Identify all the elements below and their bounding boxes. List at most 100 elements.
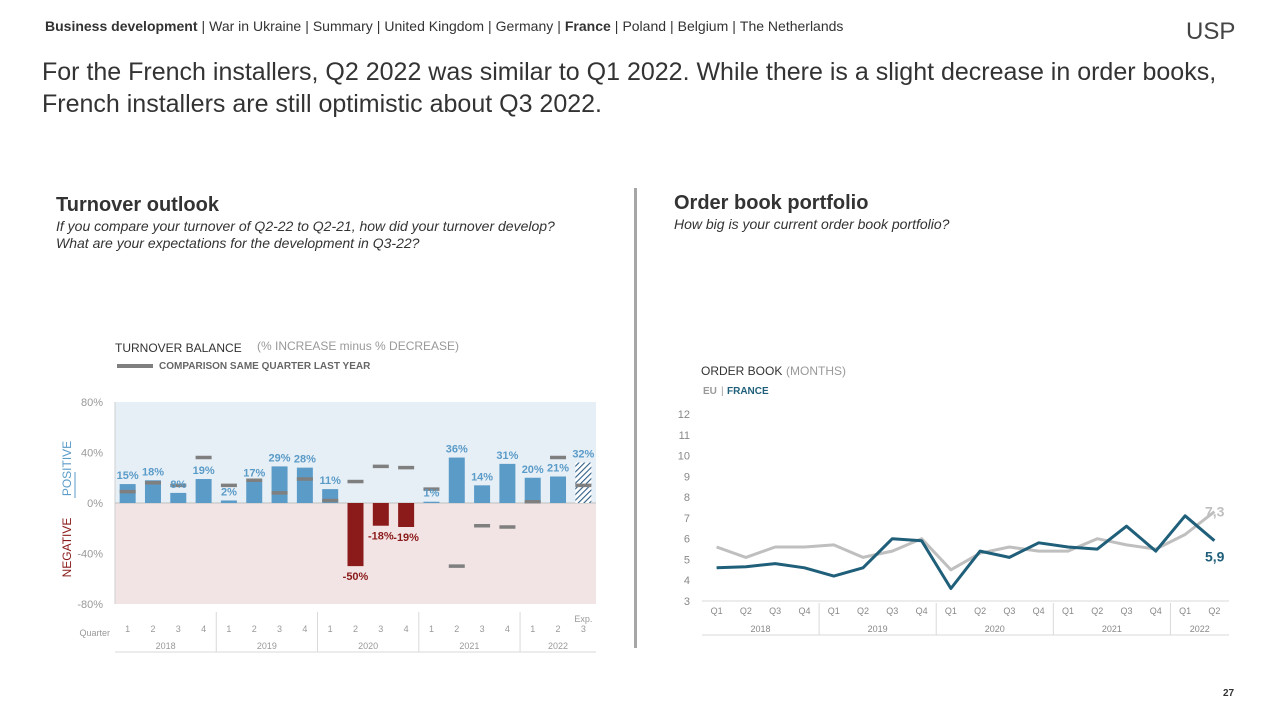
turnover-balance-chart: TURNOVER BALANCE (% INCREASE minus % DECR… <box>60 339 596 653</box>
y-tick-label: 3 <box>684 596 690 608</box>
legend-eu: EU <box>703 386 717 397</box>
y-tick-label: 80% <box>81 397 103 409</box>
y-tick-label: 7 <box>684 513 690 525</box>
nav-item-belgium[interactable]: Belgium <box>677 18 729 34</box>
expected-label: Exp. <box>574 614 592 624</box>
x-tick-label: Q3 <box>1121 606 1133 616</box>
bar <box>575 462 592 503</box>
bar-data-label: 15% <box>117 470 139 482</box>
x-tick-label: Q1 <box>1179 606 1191 616</box>
bar-data-label: 29% <box>269 452 291 464</box>
y-tick-label: 4 <box>684 575 690 587</box>
x-tick-label: Q4 <box>1150 606 1162 616</box>
bar-data-label: 1% <box>423 488 439 500</box>
y-tick-label: 10 <box>678 451 690 463</box>
x-tick-label: Q1 <box>828 606 840 616</box>
bar-data-label: 32% <box>572 449 594 461</box>
bar <box>220 500 237 503</box>
y-tick-label: 0% <box>87 498 103 510</box>
order-book-title: Order book portfolio <box>674 192 869 214</box>
page-number: 27 <box>1223 688 1235 699</box>
x-tick-label: Q4 <box>798 606 810 616</box>
bar <box>347 503 364 567</box>
x-tick-label: 3 <box>378 624 383 634</box>
x-tick-label: 3 <box>176 624 181 634</box>
positive-label: POSITIVE <box>60 441 74 496</box>
x-tick-label: 4 <box>201 624 206 634</box>
nav-separator: | <box>201 18 206 34</box>
vertical-divider <box>634 188 637 648</box>
x-tick-label: 2 <box>150 624 155 634</box>
y-tick-label: 40% <box>81 448 103 460</box>
nav-separator: | <box>557 18 561 34</box>
negative-label: NEGATIVE <box>60 518 74 578</box>
nav-item-the-netherlands[interactable]: The Netherlands <box>739 18 844 34</box>
bar <box>524 477 541 503</box>
nav-separator: | <box>305 18 309 34</box>
bar-data-label: -50% <box>343 571 369 583</box>
nav-item-business-development[interactable]: Business development <box>45 18 198 34</box>
bar <box>271 466 288 503</box>
nav-item-germany[interactable]: Germany <box>495 18 554 34</box>
bar <box>550 476 567 503</box>
nav-item-united-kingdom[interactable]: United Kingdom <box>384 18 485 34</box>
year-label: 2020 <box>985 624 1005 634</box>
bar <box>246 481 263 503</box>
x-tick-label: 3 <box>581 624 586 634</box>
bar-data-label: 11% <box>319 475 341 487</box>
y-tick-label: 6 <box>684 534 690 546</box>
nav-separator: | <box>488 18 492 34</box>
order-book-chart-title-note: (MONTHS) <box>786 364 846 378</box>
turnover-outlook-title: Turnover outlook <box>56 194 219 216</box>
nav-separator: | <box>376 18 381 34</box>
nav-item-summary[interactable]: Summary <box>312 18 373 34</box>
bar-data-label: 8% <box>170 479 186 491</box>
bar <box>372 503 389 526</box>
series-line-france <box>716 514 1216 590</box>
turnover-chart-title-note: (% INCREASE minus % DECREASE) <box>257 339 459 353</box>
bar-data-label: -18% <box>368 531 394 543</box>
x-tick-label: Q2 <box>974 606 986 616</box>
bar-data-label: 20% <box>522 464 544 476</box>
year-label: 2019 <box>868 624 888 634</box>
bar <box>499 463 516 503</box>
x-tick-label: 4 <box>302 624 307 634</box>
y-tick-label: 11 <box>679 430 690 442</box>
bar <box>448 457 465 503</box>
bar <box>423 501 440 503</box>
nav-item-war-in-ukraine[interactable]: War in Ukraine <box>209 18 302 34</box>
x-tick-label: 1 <box>530 624 535 634</box>
nav-separator: | <box>670 18 674 34</box>
year-label: 2020 <box>358 641 378 651</box>
nav-item-france[interactable]: France <box>564 18 611 34</box>
x-tick-label: 1 <box>328 624 333 634</box>
page-headline: For the French installers, Q2 2022 was s… <box>42 58 1217 118</box>
x-tick-label: Q3 <box>769 606 781 616</box>
year-label: 2021 <box>459 641 479 651</box>
x-tick-label: Q1 <box>945 606 957 616</box>
series-end-label-france: 5,9 <box>1205 549 1225 565</box>
y-tick-label: 5 <box>684 554 690 566</box>
x-tick-label: 2 <box>252 624 257 634</box>
series-line-eu <box>716 510 1216 572</box>
bar-data-label: 17% <box>243 468 265 480</box>
x-tick-label: Q2 <box>740 606 752 616</box>
bar-data-label: 2% <box>221 486 237 498</box>
nav-separator: | <box>732 18 736 34</box>
y-tick-label: -80% <box>77 599 103 611</box>
x-tick-label: 1 <box>226 624 231 634</box>
order-book-chart-title: ORDER BOOK <box>701 364 782 378</box>
x-tick-label: 4 <box>404 624 409 634</box>
nav-separator: | <box>614 18 619 34</box>
y-tick-label: 12 <box>678 409 690 421</box>
x-tick-label: Q1 <box>711 606 723 616</box>
logo-text: USP <box>1186 18 1236 45</box>
x-tick-label: 2 <box>454 624 459 634</box>
bar-data-label: 31% <box>496 450 518 462</box>
bar <box>170 492 187 503</box>
bar <box>398 503 415 527</box>
x-tick-label: 3 <box>480 624 485 634</box>
year-label: 2022 <box>548 641 568 651</box>
nav-item-poland[interactable]: Poland <box>622 18 667 34</box>
x-tick-label: 1 <box>429 624 434 634</box>
